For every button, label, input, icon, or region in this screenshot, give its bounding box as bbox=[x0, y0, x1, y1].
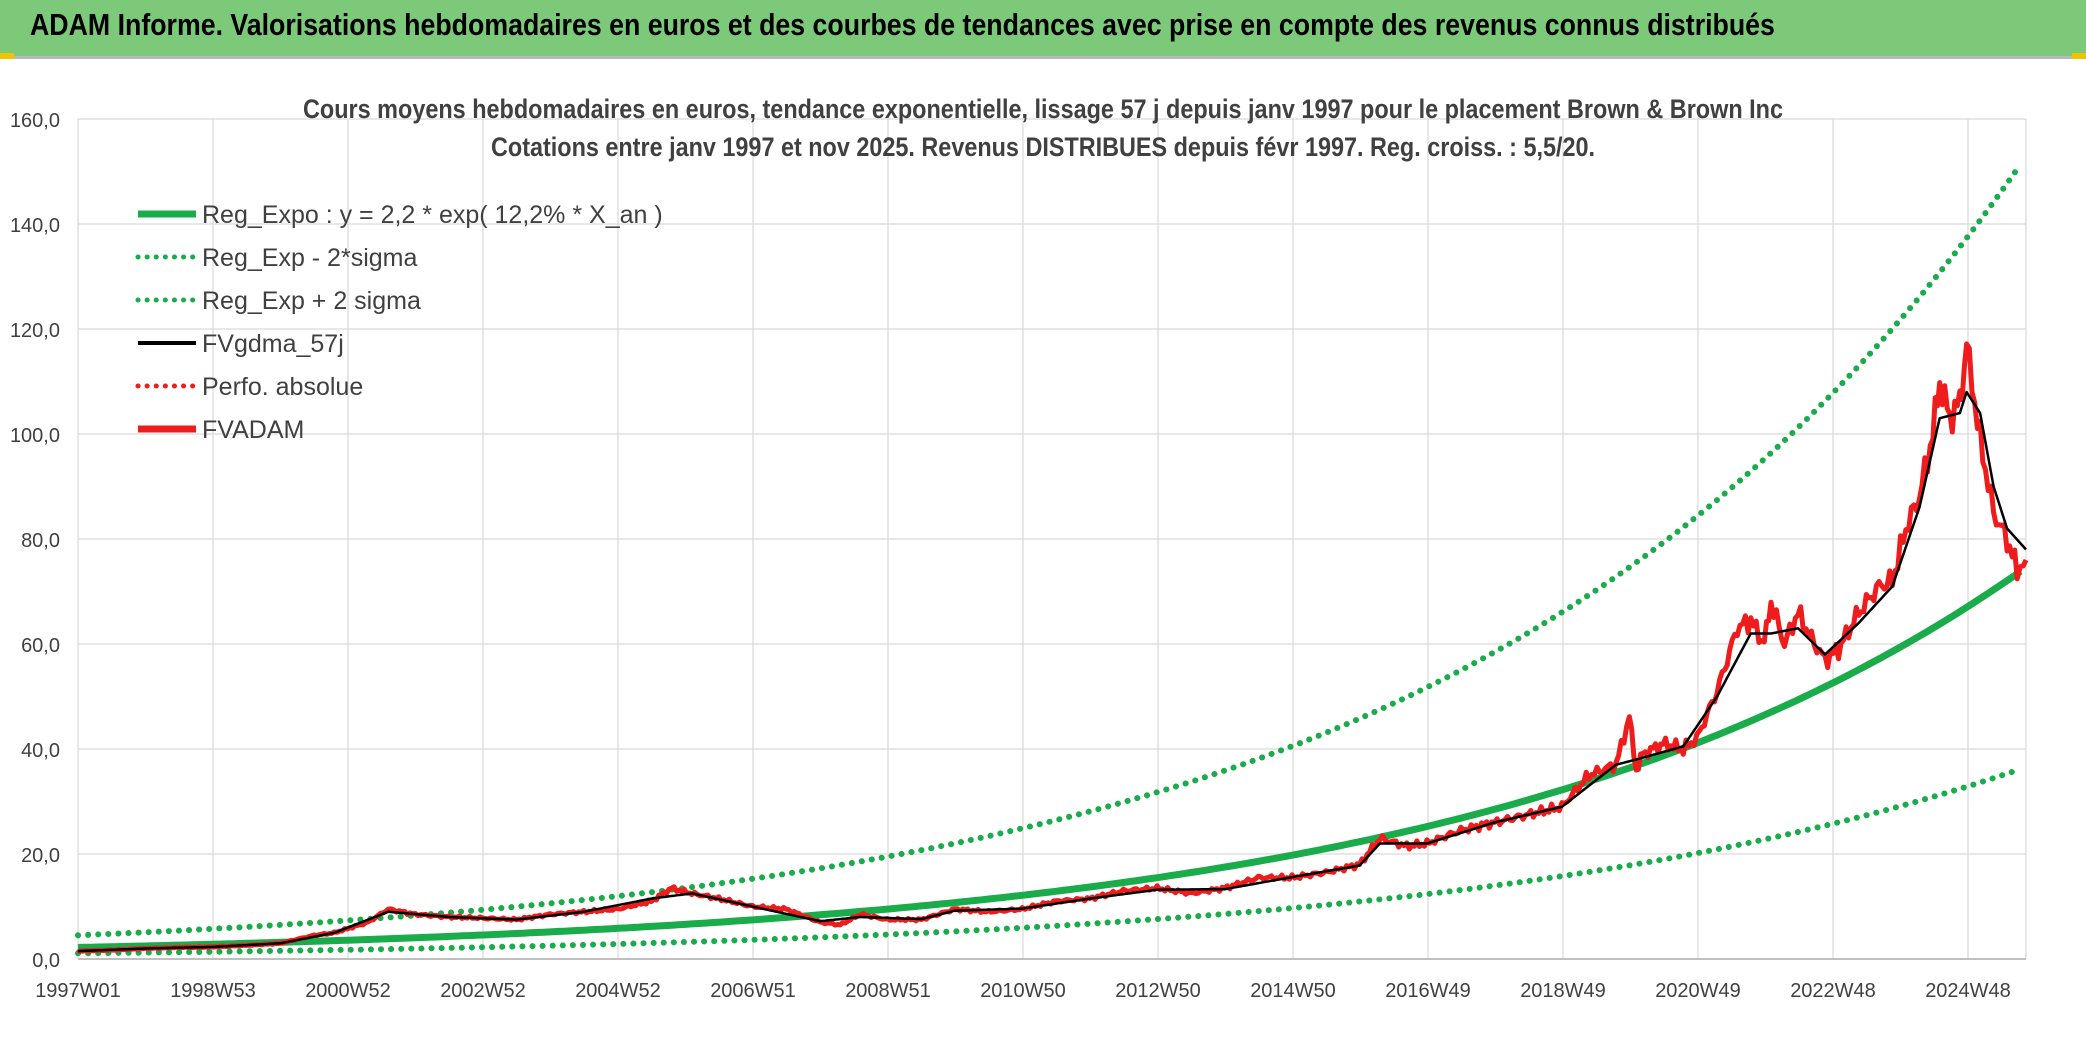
x-tick-label: 2006W51 bbox=[710, 980, 796, 1002]
x-tick-label: 2002W52 bbox=[440, 980, 526, 1002]
legend-label: Perfo. absolue bbox=[202, 373, 363, 401]
series bbox=[75, 161, 2029, 957]
x-tick-label: 2012W50 bbox=[1115, 980, 1201, 1002]
grid bbox=[77, 118, 2027, 960]
y-tick-label: 40,0 bbox=[21, 740, 60, 762]
x-tick-label: 2004W52 bbox=[575, 980, 661, 1002]
y-tick-label: 0,0 bbox=[32, 950, 60, 972]
corner-marker-left bbox=[0, 53, 14, 59]
x-tick-label: 2024W48 bbox=[1925, 980, 2011, 1002]
page-title: ADAM Informe. Valorisations hebdomadaire… bbox=[30, 7, 1775, 42]
fvadam-line bbox=[77, 341, 2029, 954]
x-tick-label: 2020W49 bbox=[1655, 980, 1741, 1002]
perfo-absolue-line bbox=[76, 343, 2028, 953]
chart-area: 0,0 20,0 40,0 60,0 80,0 100,0 120,0 140,0 160,0 1… bbox=[0, 59, 2086, 1037]
legend-label: FVADAM bbox=[202, 416, 304, 444]
x-tick-label: 2010W50 bbox=[980, 980, 1066, 1002]
x-tick-label: 2018W49 bbox=[1520, 980, 1606, 1002]
x-tick-label: 1998W53 bbox=[170, 980, 256, 1002]
chart-subtitle: Cotations entre janv 1997 et nov 2025. R… bbox=[491, 132, 1595, 162]
reg-exp-minus-2sigma-line bbox=[75, 766, 2024, 957]
y-tick-label: 160,0 bbox=[10, 110, 60, 132]
y-tick-label: 20,0 bbox=[21, 845, 60, 867]
header-banner: ADAM Informe. Valorisations hebdomadaire… bbox=[0, 0, 2086, 59]
x-tick-label: 2016W49 bbox=[1385, 980, 1471, 1002]
legend: Reg_Expo : y = 2,2 * exp( 12,2% * X_an )… bbox=[135, 201, 663, 444]
x-tick-label: 2008W51 bbox=[845, 980, 931, 1002]
reg-exp-plus-2sigma-line bbox=[75, 161, 2024, 939]
axes: 0,0 20,0 40,0 60,0 80,0 100,0 120,0 140,0 160,0 1… bbox=[10, 110, 2026, 1002]
x-tick-label: 2014W50 bbox=[1250, 980, 1336, 1002]
corner-marker-right bbox=[2072, 53, 2086, 59]
y-tick-label: 80,0 bbox=[21, 530, 60, 552]
reg-expo-line bbox=[77, 568, 2023, 951]
chart-svg: 0,0 20,0 40,0 60,0 80,0 100,0 120,0 140,0 160,0 1… bbox=[10, 94, 2029, 1002]
x-tick-label: 2022W48 bbox=[1790, 980, 1876, 1002]
x-tick-label: 2000W52 bbox=[305, 980, 391, 1002]
fvgdma-57j-line bbox=[77, 390, 2027, 953]
chart-title: Cours moyens hebdomadaires en euros, ten… bbox=[303, 94, 1783, 124]
legend-label: Reg_Exp + 2 sigma bbox=[202, 287, 421, 315]
y-tick-label: 100,0 bbox=[10, 425, 60, 447]
y-tick-label: 60,0 bbox=[21, 635, 60, 657]
legend-label: Reg_Exp - 2*sigma bbox=[202, 244, 417, 272]
x-tick-label: 1997W01 bbox=[35, 980, 121, 1002]
y-tick-label: 140,0 bbox=[10, 215, 60, 237]
legend-label: FVgdma_57j bbox=[202, 330, 344, 358]
legend-label: Reg_Expo : y = 2,2 * exp( 12,2% * X_an ) bbox=[202, 201, 663, 229]
y-tick-label: 120,0 bbox=[10, 320, 60, 342]
